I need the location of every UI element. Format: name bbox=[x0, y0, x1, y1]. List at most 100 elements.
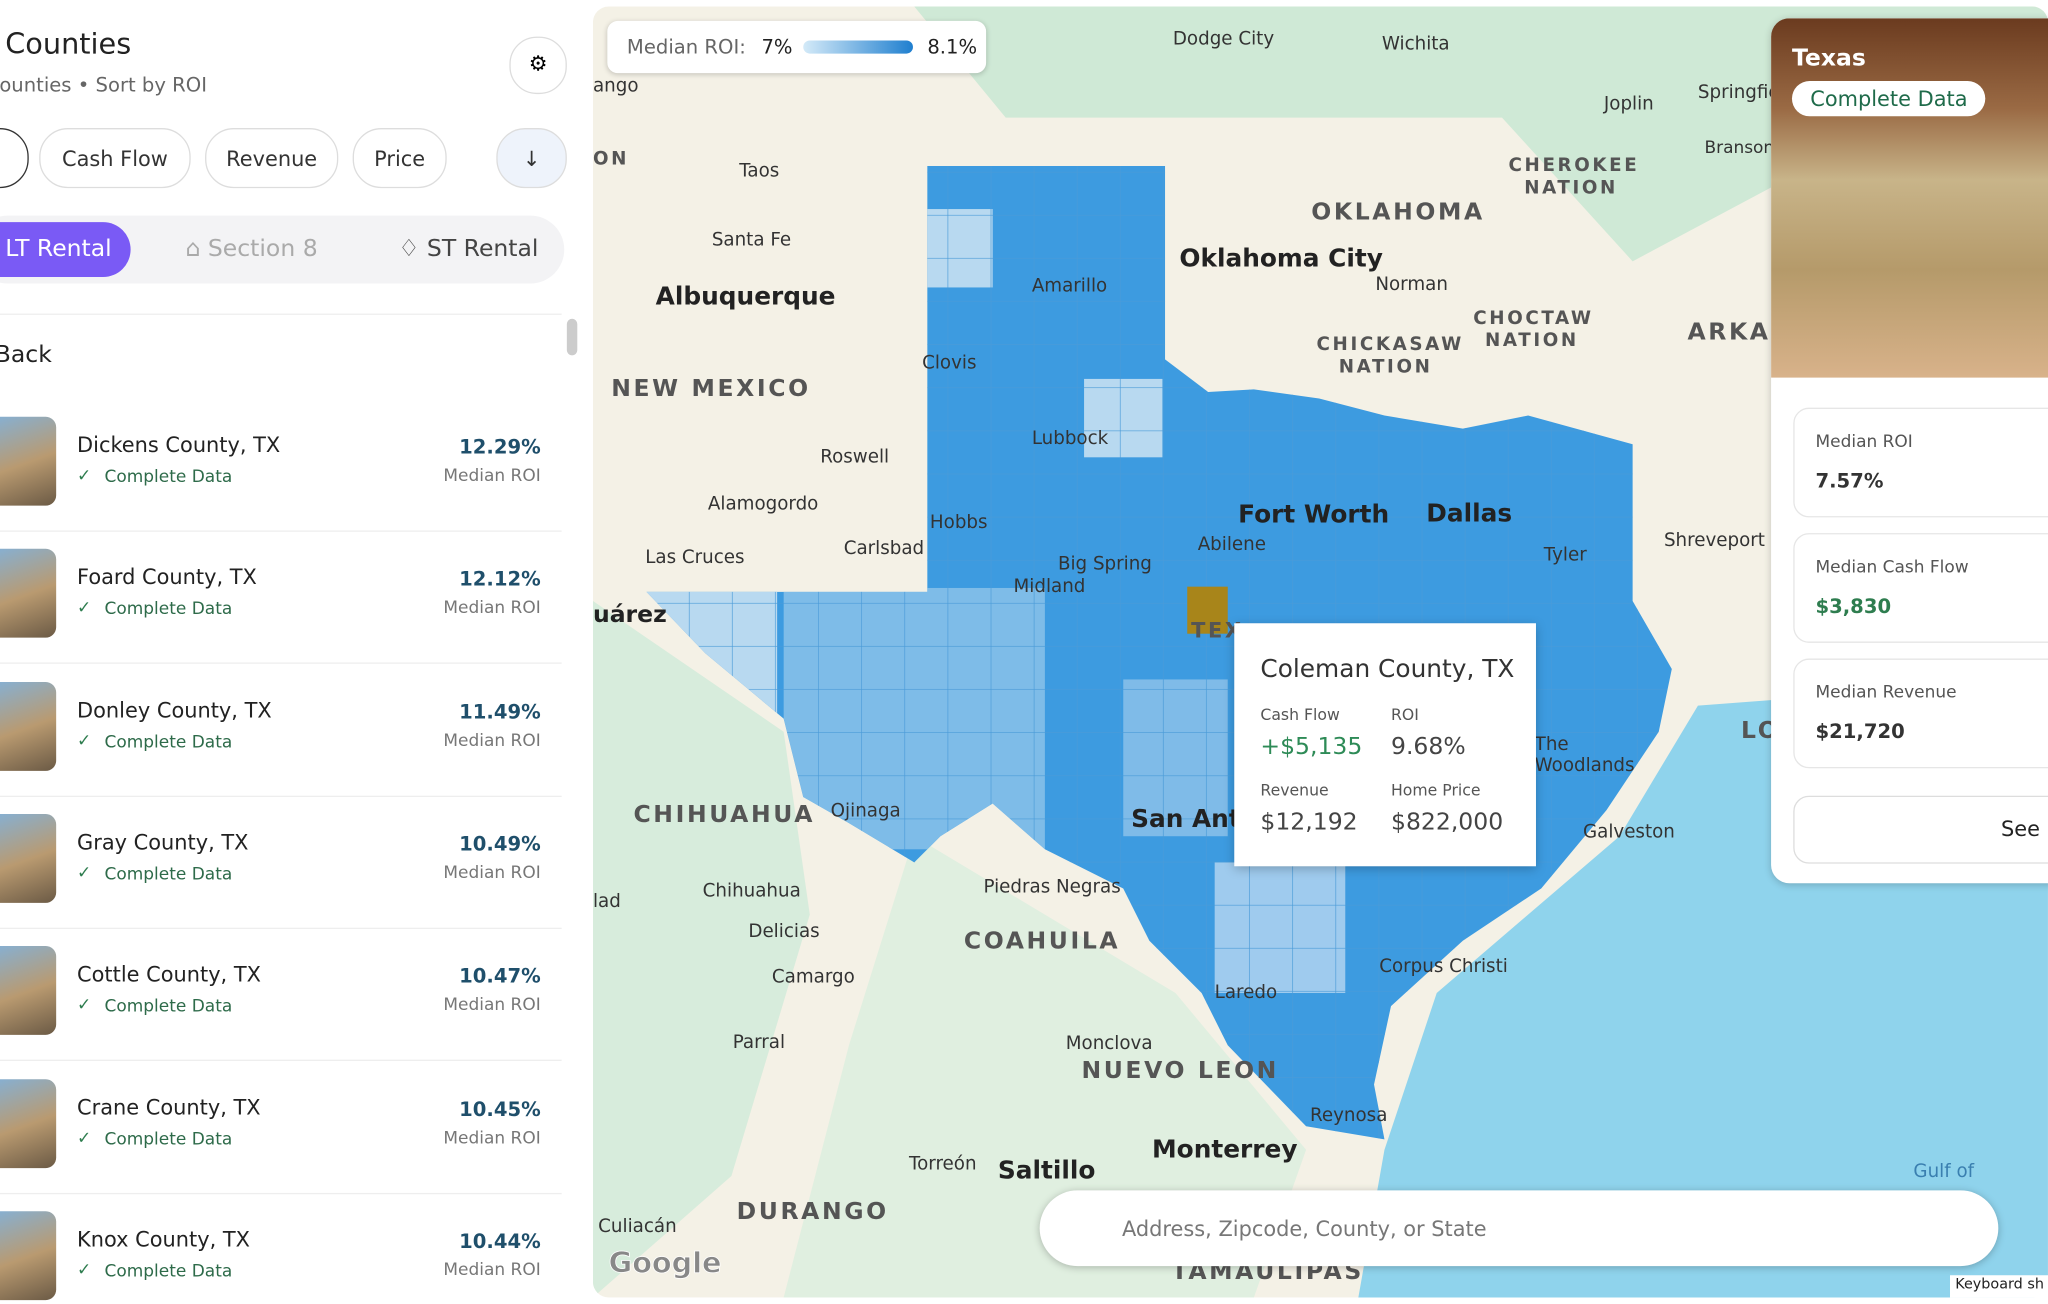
tooltip-label: Revenue bbox=[1260, 781, 1329, 800]
stat-value: $21,720 bbox=[1815, 719, 1905, 744]
county-roi: 12.29% bbox=[459, 435, 541, 459]
tab[interactable]: ⌂ Section 8 bbox=[185, 235, 317, 262]
legend-max: 8.1% bbox=[927, 35, 978, 59]
county-roi-label: Median ROI bbox=[443, 598, 541, 619]
map-label: NUEVO LEON bbox=[1081, 1056, 1279, 1084]
county-row[interactable]: Knox County, TX ✓ Complete Data 10.44% Media… bbox=[0, 1193, 562, 1304]
tooltip-value: $822,000 bbox=[1390, 808, 1504, 837]
county-roi: 11.49% bbox=[459, 699, 541, 724]
map-label: Alamogordo bbox=[708, 494, 818, 515]
map-label: CHICKASAW bbox=[1317, 334, 1464, 355]
map-label: Taos bbox=[738, 160, 779, 181]
county-status: Complete Data bbox=[104, 732, 233, 753]
map-label: Monclova bbox=[1066, 1033, 1153, 1054]
check-icon: ✓ bbox=[77, 466, 92, 487]
county-roi: 10.44% bbox=[459, 1229, 541, 1253]
county-thumb bbox=[0, 1078, 57, 1168]
title: Counties bbox=[5, 28, 132, 62]
sort-button[interactable]: Price bbox=[352, 128, 447, 189]
sort-button[interactable]: Cash Flow bbox=[39, 128, 191, 189]
back-link[interactable]: Back bbox=[0, 341, 52, 369]
county-thumb bbox=[0, 681, 57, 771]
tab[interactable]: ♢ ST Rental bbox=[398, 235, 538, 262]
map-label: Abilene bbox=[1198, 534, 1266, 555]
county-thumb bbox=[0, 1210, 57, 1300]
tab-label: ST Rental bbox=[426, 235, 539, 263]
see-button[interactable]: See bbox=[1793, 795, 2048, 864]
county-roi-label: Median ROI bbox=[443, 1260, 541, 1281]
state-title: Texas bbox=[1791, 44, 1866, 72]
map-label: ango bbox=[593, 75, 639, 96]
map-label: Torreón bbox=[908, 1153, 977, 1174]
search-placeholder: Address, Zipcode, County, or State bbox=[1121, 1216, 1487, 1242]
tab-icon: ⌂ bbox=[185, 235, 208, 263]
map-label: Oklahoma City bbox=[1179, 244, 1383, 273]
county-name: Gray County, TX bbox=[77, 829, 249, 855]
map-label: Midland bbox=[1014, 576, 1086, 597]
sort-button[interactable]: Revenue bbox=[205, 128, 339, 189]
map-labels: Dodge City Wichita Joplin Springfie Branson T… bbox=[593, 28, 1975, 1285]
map-label: Albuquerque bbox=[656, 281, 836, 310]
map-label: COAHUILA bbox=[964, 927, 1120, 955]
map-label: Tyler bbox=[1543, 545, 1587, 566]
sort-direction[interactable]: ↓ bbox=[496, 128, 567, 189]
terrain bbox=[783, 836, 1307, 1298]
map-label: Fort Worth bbox=[1238, 500, 1389, 529]
map-label: Lubbock bbox=[1032, 428, 1109, 449]
tooltip-value: $12,192 bbox=[1260, 808, 1358, 837]
map-label: Galveston bbox=[1583, 822, 1675, 843]
county-row[interactable]: Donley County, TX ✓ Complete Data 11.49% Med… bbox=[0, 663, 562, 797]
county-status: Complete Data bbox=[104, 600, 233, 620]
map-label: Carlsbad bbox=[844, 538, 924, 559]
county-roi-label: Median ROI bbox=[443, 995, 541, 1016]
county-roi: 12.12% bbox=[459, 567, 541, 591]
check-icon: ✓ bbox=[77, 598, 92, 619]
subtitle: Counties • Sort by ROI bbox=[0, 73, 207, 97]
check-icon: ✓ bbox=[77, 995, 92, 1016]
terrain bbox=[592, 6, 2048, 262]
map-label: NEW MEXICO bbox=[611, 374, 810, 402]
map-label: OKLAHOMA bbox=[1311, 198, 1484, 226]
button-label: See bbox=[2000, 816, 2040, 842]
map-label: CHOCTAW bbox=[1473, 308, 1593, 329]
tooltip-label: Home Price bbox=[1390, 781, 1481, 800]
legend: Median ROI: 7% 8.1% bbox=[607, 20, 987, 74]
county-row[interactable]: Dickens County, TX ✓ Complete Data 12.29% Me… bbox=[0, 399, 562, 532]
county-roi-label: Median ROI bbox=[443, 863, 541, 884]
map-label: Monterrey bbox=[1152, 1135, 1298, 1164]
search-box[interactable]: Address, Zipcode, County, or State bbox=[1039, 1190, 1999, 1267]
filter-button[interactable]: ⚙ bbox=[509, 36, 567, 95]
selected-county[interactable] bbox=[1187, 586, 1228, 634]
county-name: Knox County, TX bbox=[77, 1226, 250, 1252]
map-label: Big Spring bbox=[1058, 554, 1152, 575]
county-name: Foard County, TX bbox=[77, 564, 257, 590]
map-label: Woodlands bbox=[1535, 755, 1635, 776]
legend-gradient bbox=[803, 40, 913, 54]
map-label: Las Cruces bbox=[645, 547, 744, 568]
county-row[interactable]: Foard County, TX ✓ Complete Data 12.12% Medi… bbox=[0, 531, 562, 665]
legend-label: Median ROI: bbox=[626, 35, 746, 59]
sort-button[interactable] bbox=[0, 128, 29, 189]
county-roi: 10.49% bbox=[459, 832, 541, 856]
map-label: CHEROKEE bbox=[1509, 155, 1640, 176]
tooltip: Coleman County, TX Cash Flow ROI +$5,135… bbox=[1234, 623, 1536, 867]
county-row[interactable]: Gray County, TX ✓ Complete Data 10.49% Media… bbox=[0, 796, 562, 929]
tooltip-value: 9.68% bbox=[1390, 733, 1466, 761]
county-row[interactable]: Cottle County, TX ✓ Complete Data 10.47% Med… bbox=[0, 928, 562, 1062]
legend-min: 7% bbox=[761, 35, 793, 59]
scrollbar[interactable] bbox=[566, 318, 578, 356]
tooltip-title: Coleman County, TX bbox=[1260, 654, 1515, 684]
county-status: Complete Data bbox=[104, 1129, 233, 1150]
stat-card: Median Revenue $21,720 bbox=[1793, 658, 2048, 769]
map-label: Delicias bbox=[748, 921, 819, 942]
map-label: Saltillo bbox=[998, 1156, 1096, 1185]
map-label: Clovis bbox=[922, 352, 976, 373]
check-icon: ✓ bbox=[77, 863, 92, 884]
county-row[interactable]: Crane County, TX ✓ Complete Data 10.45% Medi… bbox=[0, 1060, 562, 1194]
map-label: The bbox=[1534, 734, 1569, 755]
map-label: Dodge City bbox=[1173, 28, 1274, 49]
map-label: Corpus Christi bbox=[1379, 956, 1508, 977]
map-label: TEX bbox=[1191, 619, 1243, 643]
tab-active[interactable]: LT Rental bbox=[0, 222, 131, 277]
